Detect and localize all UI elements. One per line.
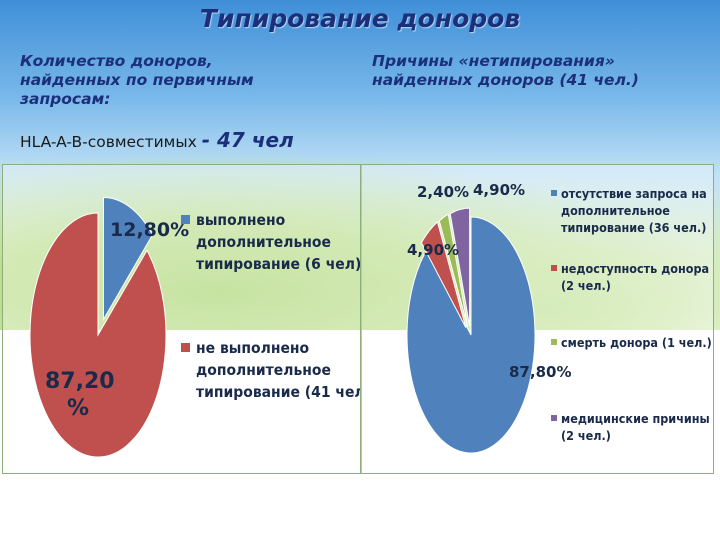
legend-label: дополнительное: [196, 233, 331, 251]
legend-label: типирование (41 чел.): [196, 383, 361, 401]
legend-label: отсутствие запроса на: [561, 186, 707, 201]
pie-slice: [102, 197, 154, 322]
data-label: 87,20: [45, 369, 115, 394]
data-label: 87,80%: [509, 363, 571, 381]
left-subheading: HLA-A-B-совместимых - 47 чел: [20, 128, 294, 152]
data-label: 4,90%: [473, 181, 525, 199]
right-heading-line: Причины «нетипирования»: [372, 52, 615, 70]
data-label: %: [67, 396, 89, 421]
right-heading: Причины «нетипирования» найденных доноро…: [372, 52, 712, 90]
legend-label: медицинские причины: [561, 411, 710, 426]
right-heading-line: найденных доноров (41 чел.): [372, 71, 639, 89]
legend-label: недоступность донора: [561, 261, 709, 276]
legend-label: смерть донора (1 чел.): [561, 335, 712, 350]
legend-label: (2 чел.): [561, 278, 611, 293]
chart-panel-typing-status: 12,80% 87,20% выполнено дополнительное типир…: [2, 164, 362, 474]
pie-slice: [29, 212, 167, 458]
legend-label: дополнительное: [561, 203, 670, 218]
data-label: 2,40%: [417, 183, 469, 201]
pie-slice: [438, 213, 469, 327]
slide-title: Типирование доноров: [199, 4, 521, 33]
pie-slice: [449, 207, 471, 327]
left-heading-line: найденных по первичным: [20, 71, 254, 89]
legend-label: дополнительное: [196, 361, 331, 379]
legend-swatch: [551, 265, 557, 271]
chart-panel-reasons: 87,80% 4,90% 2,40% 4,90% отсутствие запроса …: [360, 164, 714, 474]
legend-swatch: [181, 343, 190, 352]
left-heading-line: запросам:: [20, 90, 111, 108]
legend-swatch: [551, 415, 557, 421]
legend-label: не выполнено: [196, 339, 309, 357]
legend-label: выполнено: [196, 211, 285, 229]
left-heading-line: Количество доноров,: [20, 52, 213, 70]
data-label: 4,90%: [407, 241, 459, 259]
pie-chart-reasons: 87,80%4,90%2,40% 4,90% отсутствие запроса …: [406, 181, 712, 454]
donor-type-label: HLA-A-B-совместимых: [20, 133, 202, 151]
pie-slice: [420, 220, 467, 328]
legend-swatch: [181, 215, 190, 224]
left-heading: Количество доноров, найденных по первичн…: [20, 52, 360, 109]
legend-label: типирование (6 чел): [196, 255, 361, 273]
pie-chart-typing-status: 12,80% 87,20% выполнено дополнительное типир…: [29, 197, 361, 458]
data-label: 12,80%: [110, 219, 189, 241]
legend-swatch: [551, 339, 557, 345]
donor-count: - 47 чел: [201, 128, 294, 152]
legend-swatch: [551, 190, 557, 196]
legend-label: (2 чел.): [561, 428, 611, 443]
legend-label: типирование (36 чел.): [561, 220, 706, 235]
